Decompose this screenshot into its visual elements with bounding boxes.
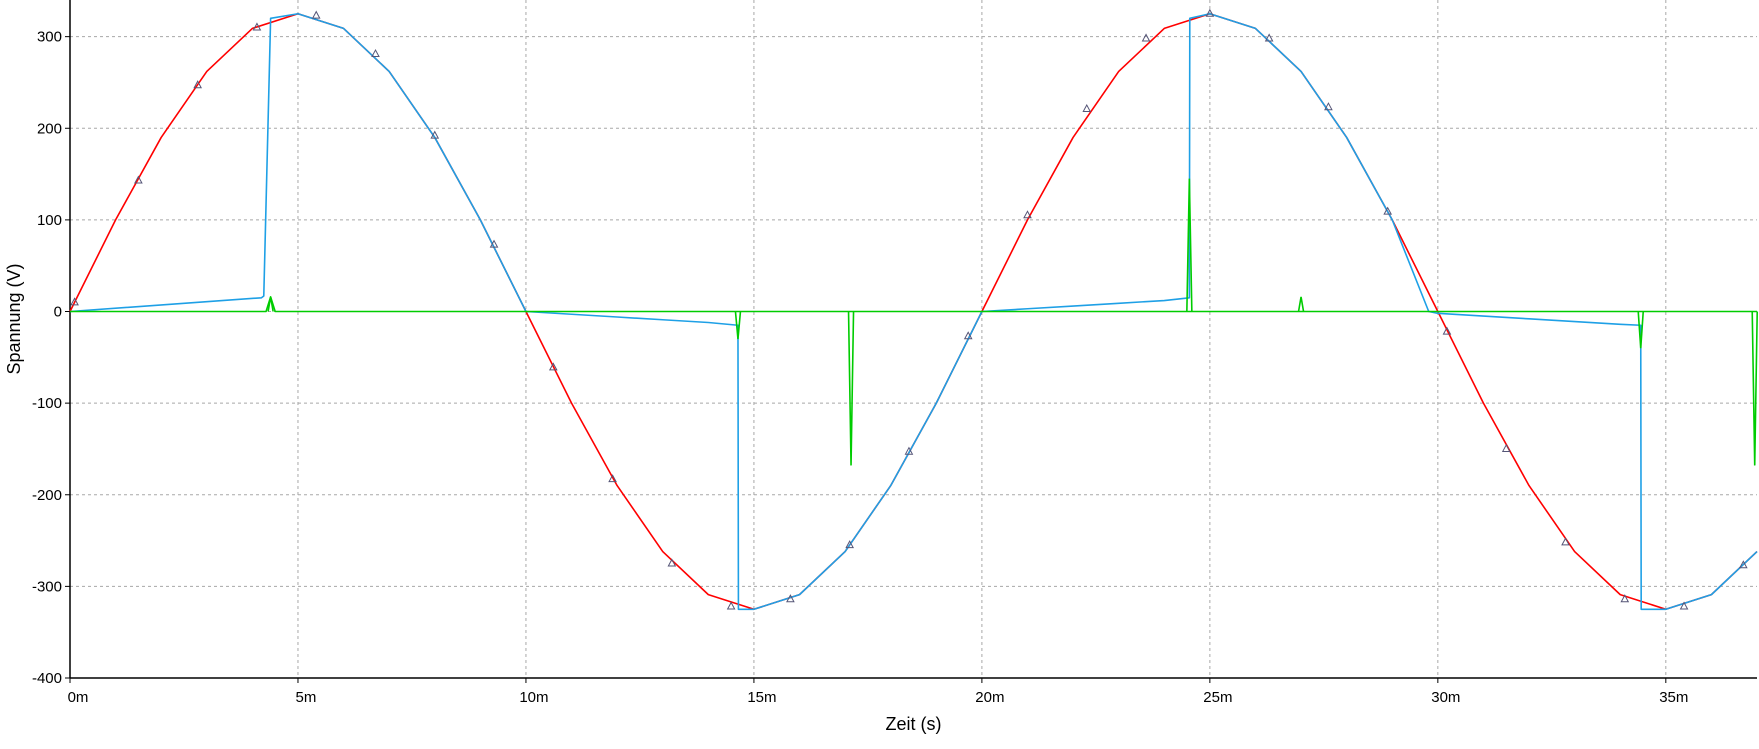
series-1-marker [311,10,321,19]
x-tick-label: 30m [1431,689,1460,706]
axis-layer [65,0,1757,683]
y-tick-label: -300 [32,578,62,595]
series-1-marker [1082,103,1092,113]
series-1-marker [963,331,973,340]
series-1-marker [1442,326,1452,335]
x-tick-label: 25m [1203,689,1232,706]
series-1-marker [489,239,499,248]
series-1-marker [1620,594,1630,603]
series-2-line [69,12,1758,611]
series-1-marker [1324,102,1333,111]
x-tick-label: 20m [975,689,1004,706]
y-tick-label: 100 [37,212,62,229]
series-1-marker [1561,537,1570,546]
grid-layer [70,0,1757,679]
y-tick-label: 0 [54,304,62,321]
series-1-marker [1501,443,1511,452]
x-tick-label: 5m [296,689,317,706]
series-3-spike [267,296,274,312]
series-3-spike [847,311,855,466]
series-3-spike [1186,178,1193,312]
series-1-marker [1738,560,1748,569]
series-1-marker [548,362,558,371]
series-1-marker [786,594,795,603]
series-1-marker [1264,33,1274,42]
series-3-spike [734,311,742,340]
series-3-spike [1297,296,1305,312]
y-tick-label: -100 [32,395,62,412]
series-3-spike [1637,311,1645,349]
series-1-marker [1023,210,1032,219]
series-1-marker [1383,206,1393,215]
series-1-marker [193,80,203,89]
label-layer: 0m 5m 10m 15m 20m 25m 30m 35m 300 200 100 0 -100 -200… [32,29,1688,706]
x-axis-title: Zeit (s) [886,714,942,734]
series-1-marker [1205,8,1215,17]
series-layer [69,12,1759,611]
series-1-marker [371,49,380,58]
series-1-marker [667,558,677,567]
series-1-marker [845,540,855,549]
y-tick-label: 200 [37,120,62,137]
series-1-marker [134,175,143,184]
y-tick-label: -200 [32,487,62,504]
series-1-marker [70,297,79,306]
x-tick-label: 0m [68,689,89,706]
y-tick-label: 300 [37,29,62,46]
y-axis-title: Spannung (V) [4,263,24,374]
series-1-marker [252,22,262,31]
series-1-marker [726,601,736,610]
series-1-marker [608,474,617,483]
series-1-marker [904,446,914,455]
marker-layer [70,8,1748,610]
x-tick-label: 10m [519,689,548,706]
series-1-marker [1141,33,1151,42]
x-tick-label: 35m [1659,689,1688,706]
series-3-spike [1751,311,1759,466]
x-tick-label: 15m [747,689,776,706]
y-tick-label: -400 [32,670,62,687]
series-1-marker [1679,601,1689,610]
series-3-line [70,296,1757,313]
series-1-marker [430,130,440,139]
